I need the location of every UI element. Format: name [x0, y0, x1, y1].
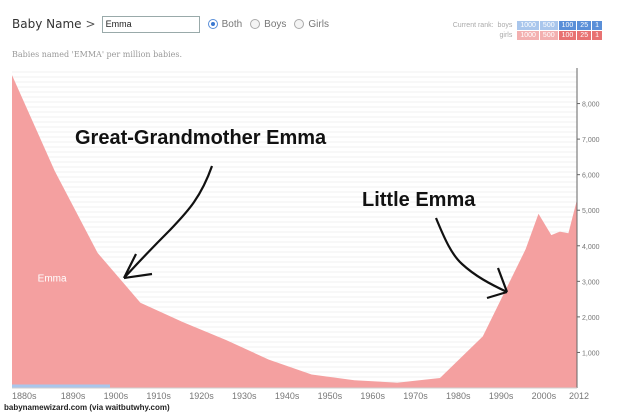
- rank-cell-girls-1[interactable]: 1: [592, 30, 602, 40]
- x-tick-label: 1880s: [12, 391, 37, 401]
- y-tick-label: 8,000: [582, 102, 600, 109]
- annotations: Great-Grandmother Emma Little Emma: [75, 127, 509, 300]
- rank-cell-boys-100[interactable]: 100: [558, 20, 577, 30]
- y-axis-ticks: 1,000 2,000 3,000 4,000 5,000 6,000 7,000 8,000: [577, 102, 600, 357]
- rank-cell-boys-1000[interactable]: 1000: [517, 20, 539, 30]
- y-tick-label: 7,000: [582, 137, 600, 144]
- x-tick-label: 1930s: [232, 391, 257, 401]
- x-tick-label: 1950s: [318, 391, 343, 401]
- rank-cell-girls-100[interactable]: 100: [558, 30, 577, 40]
- x-tick-label: 1910s: [146, 391, 171, 401]
- radio-girls[interactable]: Girls: [294, 19, 329, 30]
- annotation-little-emma: Little Emma: [362, 189, 476, 211]
- radio-both[interactable]: Both: [207, 19, 242, 30]
- radio-dot-icon: [294, 19, 305, 29]
- x-tick-label: 1890s: [61, 391, 86, 401]
- annotation-arrow-2: [434, 217, 508, 293]
- y-tick-label: 1,000: [582, 350, 600, 357]
- radio-boys[interactable]: Boys: [250, 19, 286, 30]
- emma-area-series[interactable]: [12, 75, 577, 388]
- rank-cell-boys-500[interactable]: 500: [539, 20, 558, 30]
- radio-dot-icon: [207, 19, 218, 29]
- rank-cell-boys-25[interactable]: 25: [577, 20, 592, 30]
- rank-row-girls: girls 1000 500 100 25 1: [453, 30, 602, 40]
- x-tick-label: 1960s: [360, 391, 385, 401]
- rank-cell-girls-500[interactable]: 500: [539, 30, 558, 40]
- x-tick-label: 1920s: [189, 391, 214, 401]
- rank-cell-girls-25[interactable]: 25: [577, 30, 592, 40]
- rank-cell-girls-1000[interactable]: 1000: [517, 30, 539, 40]
- app-title[interactable]: Baby Name >: [12, 17, 96, 31]
- rank-label: Current rank:: [452, 21, 494, 29]
- x-tick-label: 1990s: [489, 391, 514, 401]
- radio-dot-icon: [250, 19, 261, 29]
- x-axis-ticks: 1880s 1890s 1900s 1910s 1920s 1930s 1940s 1950s…: [12, 391, 589, 401]
- y-tick-label: 6,000: [582, 173, 600, 180]
- source-credit: babynamewizard.com (via waitbutwhy.com): [4, 403, 170, 412]
- x-tick-label: 1900s: [104, 391, 129, 401]
- rank-cell-boys-1[interactable]: 1: [592, 20, 602, 30]
- arrowhead-1: [123, 253, 153, 280]
- x-tick-label: 1980s: [446, 391, 471, 401]
- rank-girls-label: girls: [499, 31, 513, 39]
- current-rank-panel: Current rank: boys 1000 500 100 25 1 gir…: [453, 20, 602, 40]
- x-tick-label: 2012: [569, 391, 589, 401]
- y-tick-label: 4,000: [582, 244, 600, 251]
- rank-boys-label: boys: [497, 21, 513, 29]
- y-tick-label: 5,000: [582, 208, 600, 215]
- annotation-great-grandmother: Great-Grandmother Emma: [75, 127, 327, 149]
- series-label-emma: Emma: [38, 273, 67, 284]
- x-tick-label: 2000s: [532, 391, 557, 401]
- y-tick-label: 2,000: [582, 315, 600, 322]
- chart-subtitle: Babies named 'EMMA' per million babies.: [12, 50, 183, 59]
- arrowhead-2: [486, 267, 509, 300]
- annotation-arrow-1: [123, 165, 214, 279]
- rank-row-boys: Current rank: boys 1000 500 100 25 1: [453, 20, 602, 30]
- x-tick-label: 1940s: [275, 391, 300, 401]
- y-tick-label: 3,000: [582, 279, 600, 286]
- name-search-bar: Baby Name> Both Boys Girls: [12, 14, 329, 34]
- name-search-input[interactable]: [101, 15, 200, 33]
- x-tick-label: 1970s: [403, 391, 428, 401]
